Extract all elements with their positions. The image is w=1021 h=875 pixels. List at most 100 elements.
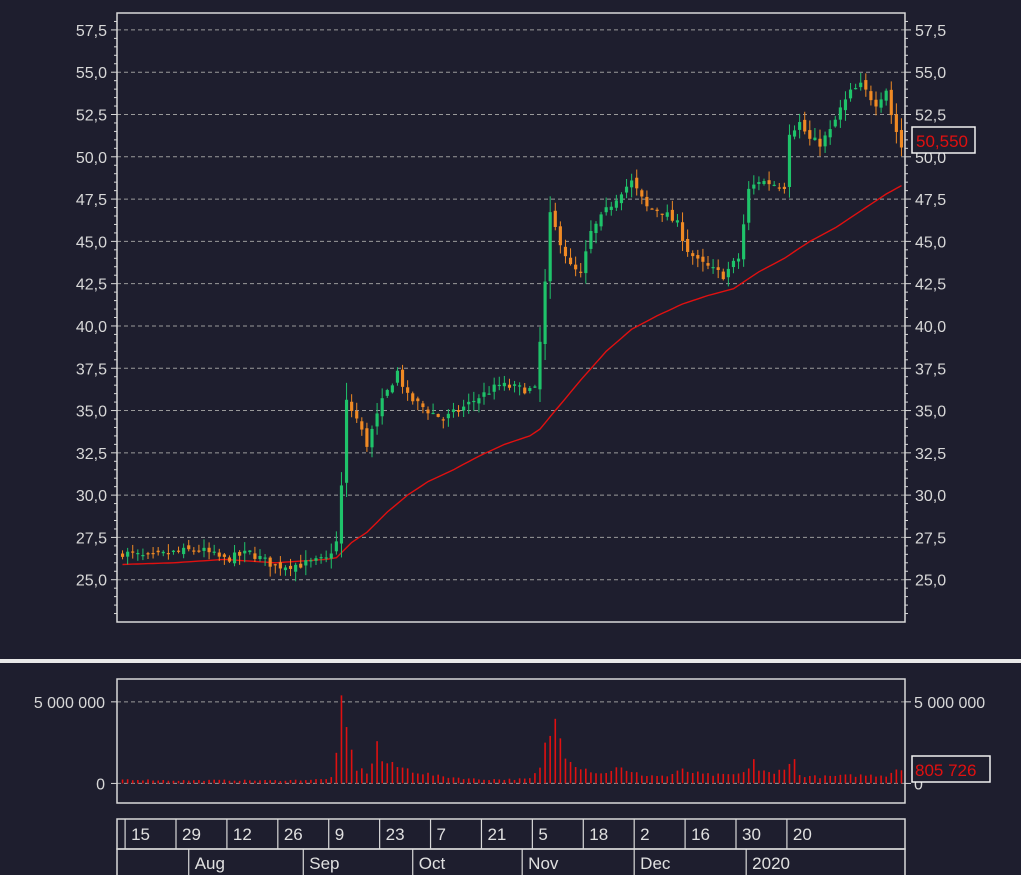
candle-body (187, 545, 191, 550)
volume-bar (269, 780, 271, 784)
volume-bar (579, 769, 582, 784)
volume-bar (651, 775, 653, 784)
candle-body (309, 560, 313, 562)
price-tick-label-left: 27,5 (76, 530, 107, 547)
candle-body (736, 258, 741, 262)
volume-bar (549, 735, 551, 784)
price-tick-label-right: 35,0 (915, 404, 946, 421)
volume-bar (422, 774, 424, 784)
volume-bar (783, 769, 786, 784)
volume-bar (401, 767, 404, 784)
candle-body (370, 428, 374, 448)
volume-bar (503, 779, 506, 784)
candle-body (813, 137, 817, 141)
month-tick-label: Nov (528, 854, 559, 873)
candle-body (212, 551, 216, 553)
volume-bar (152, 780, 154, 784)
candle-body (273, 564, 277, 566)
last-volume-label: 805 726 (915, 761, 976, 780)
volume-bar (238, 780, 241, 784)
volume-bar (462, 779, 465, 784)
candle-body (563, 246, 568, 257)
day-tick-label: 26 (284, 825, 303, 844)
candle-body (874, 99, 878, 107)
candle-body (787, 134, 792, 187)
volume-bar (590, 772, 592, 784)
candle-body (726, 268, 730, 278)
candle-body (192, 550, 196, 552)
candle-body (334, 541, 338, 552)
volume-bar (126, 779, 129, 784)
volume-bar (732, 774, 735, 784)
volume-bar (264, 780, 266, 784)
volume-bar (803, 777, 806, 784)
day-tick-label: 23 (386, 825, 405, 844)
volume-bar (529, 778, 531, 784)
candle-body (884, 90, 888, 101)
last-volume-marker: 805 726 (911, 755, 991, 783)
candle-body (507, 384, 512, 388)
volume-bar (386, 763, 389, 784)
candle-body (579, 271, 583, 273)
candle-body (899, 130, 904, 148)
candle-body (497, 384, 501, 387)
candle-body (889, 89, 893, 116)
price-tick-label-left: 25,0 (76, 573, 107, 590)
volume-bar (595, 773, 597, 784)
volume-bar (198, 780, 200, 784)
volume-bar (294, 779, 297, 784)
price-tick-label-right: 27,5 (915, 530, 946, 547)
month-tick-label: Sep (309, 854, 339, 873)
candle-body (182, 547, 186, 555)
volume-bar (661, 775, 663, 784)
candle-body (818, 138, 822, 147)
candle-body (278, 562, 282, 569)
price-tick-label-left: 50,0 (76, 150, 107, 167)
volume-bar (539, 767, 541, 784)
volume-bar (330, 777, 333, 784)
candle-body (752, 184, 756, 189)
candle-body (721, 271, 725, 280)
price-tick-label-left: 55,0 (76, 65, 107, 82)
candle-body (533, 386, 537, 388)
volume-bar (564, 758, 567, 784)
candle-body (665, 212, 669, 217)
candle-body (645, 196, 649, 207)
volume-bar (885, 776, 887, 784)
candle-body (854, 88, 858, 90)
volume-bar (559, 738, 562, 784)
candle-body (543, 281, 547, 345)
day-tick-label: 29 (182, 825, 201, 844)
candle-body (767, 180, 771, 185)
candle-body (584, 251, 588, 274)
candle-body (686, 238, 690, 252)
volume-bar (819, 778, 821, 784)
volume-bar (432, 775, 434, 784)
candle-body (406, 387, 410, 393)
volume-bar (396, 767, 399, 784)
candle-body (635, 177, 639, 189)
candle-body (202, 547, 206, 551)
panel-separator[interactable] (0, 659, 1021, 663)
candle-body (360, 421, 364, 430)
day-tick-label: 16 (691, 825, 710, 844)
candle-body (161, 551, 165, 554)
candle-body (599, 214, 603, 227)
candle-body (523, 387, 527, 394)
candle-body (268, 557, 272, 567)
price-tick-label-right: 32,5 (915, 446, 946, 463)
last-price-box (911, 126, 976, 154)
candle-body (472, 400, 476, 403)
volume-bar (137, 780, 139, 784)
volume-bar (478, 779, 480, 784)
candle-body (151, 553, 155, 555)
volume-bar (376, 741, 378, 784)
candle-body (502, 382, 506, 387)
volume-bar (747, 768, 750, 784)
volume-bar (824, 775, 826, 784)
volume-bar (875, 776, 877, 784)
price-tick-label-right: 37,5 (915, 361, 946, 378)
volume-bar (457, 777, 460, 784)
date-axis[interactable]: 15 29 12 26 9 23 7 21 5 18 2 16 30 20 Aug Sep Oct Nov Dec… (116, 818, 906, 875)
volume-bar (483, 779, 485, 784)
